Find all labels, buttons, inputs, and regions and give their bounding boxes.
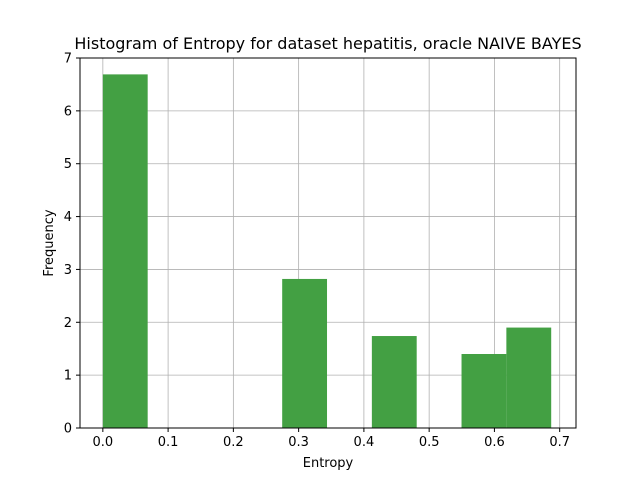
x-axis-ticks: 0.0 0.1 0.2 0.3 0.4 0.5 0.6 0.7 [92, 428, 570, 450]
x-tick-label-6: 0.6 [484, 435, 505, 450]
grid-lines [80, 57, 576, 429]
y-axis-label: Frequency [42, 209, 57, 276]
histogram-bar-6 [371, 336, 417, 428]
plot-frame [79, 57, 577, 429]
x-tick-label-1: 0.1 [158, 435, 179, 450]
y-tick-label-3: 3 [64, 263, 72, 278]
x-tick-label-5: 0.5 [419, 435, 440, 450]
y-tick-label-5: 5 [64, 157, 72, 172]
y-tick-label-0: 0 [64, 422, 72, 437]
x-tick-label-2: 0.2 [223, 435, 244, 450]
x-tick-label-4: 0.4 [354, 435, 375, 450]
x-tick-label-7: 0.7 [549, 435, 570, 450]
histogram-bar-9 [506, 327, 552, 428]
histogram-bar-8 [461, 354, 507, 428]
y-tick-label-4: 4 [64, 210, 72, 225]
y-tick-label-1: 1 [64, 369, 72, 384]
chart-title: Histogram of Entropy for dataset hepatit… [74, 34, 581, 53]
y-axis-ticks: 0 1 2 3 4 5 6 7 [64, 52, 80, 437]
x-tick-label-0: 0.0 [92, 435, 113, 450]
histogram-bars [102, 74, 552, 428]
histogram-bar-0 [102, 74, 148, 428]
histogram-bar-4 [282, 278, 328, 428]
x-tick-label-3: 0.3 [288, 435, 309, 450]
y-tick-label-6: 6 [64, 104, 72, 119]
y-tick-label-2: 2 [64, 316, 72, 331]
y-tick-label-7: 7 [64, 52, 72, 67]
x-axis-label: Entropy [303, 456, 354, 471]
